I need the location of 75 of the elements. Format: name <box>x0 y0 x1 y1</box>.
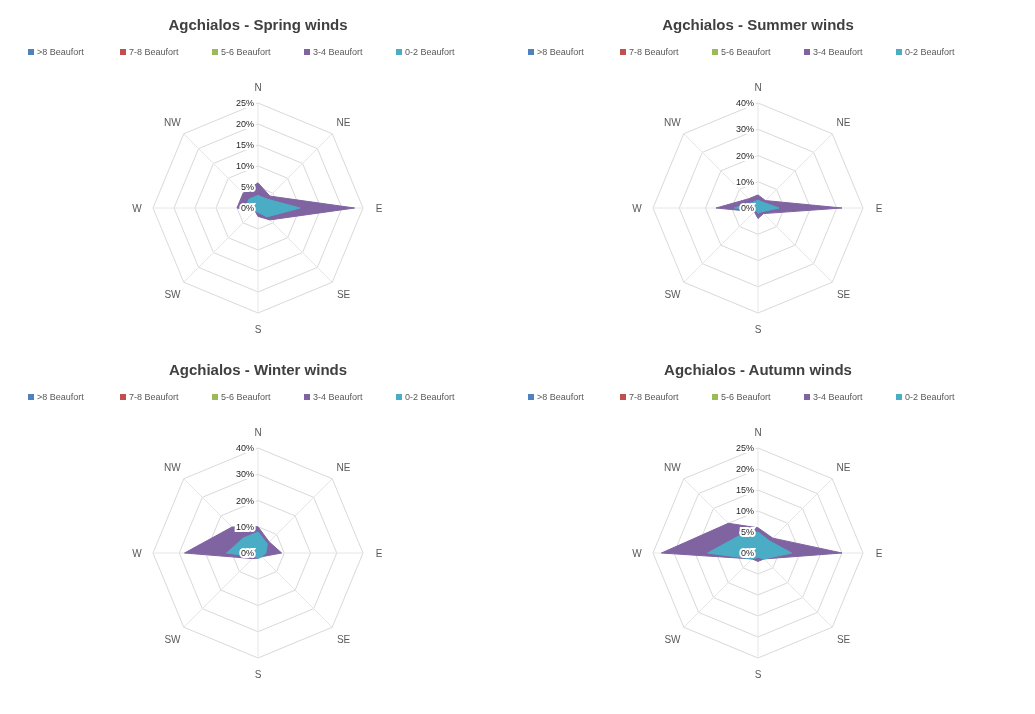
spoke-label: S <box>254 324 262 335</box>
spoke-label: S <box>754 669 762 680</box>
spoke-label: SE <box>836 288 851 300</box>
legend-label: 0-2 Beaufort <box>405 47 456 57</box>
legend-label: >8 Beaufort <box>537 47 585 57</box>
y-tick-label: 40% <box>235 443 254 453</box>
spoke-label: SW <box>164 288 182 300</box>
spoke-label: N <box>254 427 262 438</box>
spoke-label: NE <box>336 117 351 129</box>
y-tick-label: 25% <box>735 443 754 453</box>
chart-title: Agchialos - Winter winds <box>168 361 348 378</box>
y-tick-label: 15% <box>235 140 254 150</box>
legend-label: 7-8 Beaufort <box>129 392 180 402</box>
y-tick-label: 40% <box>735 98 754 108</box>
legend-label: >8 Beaufort <box>537 392 585 402</box>
legend-label: >8 Beaufort <box>37 392 85 402</box>
legend-label: 5-6 Beaufort <box>721 392 772 402</box>
spoke-label: SE <box>336 633 351 645</box>
legend-label: 0-2 Beaufort <box>905 392 956 402</box>
legend-label: 3-4 Beaufort <box>313 47 364 57</box>
spoke-label: NE <box>836 462 851 474</box>
spoke-label: W <box>632 548 643 559</box>
spoke-label: E <box>375 203 383 214</box>
spoke-label: W <box>132 203 143 214</box>
legend-label: 3-4 Beaufort <box>813 47 864 57</box>
spoke-label: NW <box>164 462 182 474</box>
spoke-label: N <box>254 82 262 93</box>
legend-label: 7-8 Beaufort <box>129 47 180 57</box>
spoke-label: NE <box>336 462 351 474</box>
y-tick-label: 0% <box>740 548 754 558</box>
y-tick-label: 0% <box>240 548 254 558</box>
chart-title: Agchialos - Autumn winds <box>664 361 852 378</box>
spoke-label: SE <box>836 633 851 645</box>
y-tick-label: 10% <box>735 506 754 516</box>
y-tick-label: 30% <box>235 469 254 480</box>
spoke-label: SE <box>336 288 351 300</box>
spoke-label: SW <box>664 633 682 645</box>
spoke-label: E <box>875 548 883 559</box>
chart-title: Agchialos - Summer winds <box>662 16 854 33</box>
spoke-label: N <box>754 427 762 438</box>
spoke-label: E <box>875 203 883 214</box>
legend-label: 7-8 Beaufort <box>629 392 680 402</box>
spoke-label: W <box>132 548 143 559</box>
spoke-label: E <box>375 548 383 559</box>
y-tick-label: 20% <box>735 464 754 474</box>
y-tick-label: 25% <box>235 98 254 108</box>
y-tick-label: 5% <box>240 182 254 192</box>
legend-label: 5-6 Beaufort <box>721 47 772 57</box>
spoke-label: NW <box>664 462 682 474</box>
spoke-label: NE <box>836 117 851 129</box>
spoke-label: SW <box>664 288 682 300</box>
spoke-label: SW <box>164 633 182 645</box>
legend-label: 5-6 Beaufort <box>221 392 272 402</box>
spoke-label: NW <box>664 117 682 129</box>
legend-label: >8 Beaufort <box>37 47 85 57</box>
legend-label: 0-2 Beaufort <box>905 47 956 57</box>
spoke-label: S <box>254 669 262 680</box>
legend-label: 7-8 Beaufort <box>629 47 680 57</box>
spoke-label: W <box>632 203 643 214</box>
y-tick-label: 10% <box>735 176 754 187</box>
y-tick-label: 20% <box>235 495 254 506</box>
y-tick-label: 10% <box>235 161 254 171</box>
chart-title: Agchialos - Spring winds <box>168 16 348 33</box>
y-tick-label: 30% <box>735 124 754 135</box>
legend-label: 3-4 Beaufort <box>813 392 864 402</box>
spoke-label: NW <box>164 117 182 129</box>
legend-label: 3-4 Beaufort <box>313 392 364 402</box>
y-tick-label: 15% <box>735 485 754 495</box>
legend-label: 0-2 Beaufort <box>405 392 456 402</box>
spoke-label: N <box>754 82 762 93</box>
y-tick-label: 0% <box>740 203 754 213</box>
spoke-label: S <box>754 324 762 335</box>
y-tick-label: 20% <box>735 150 754 161</box>
y-tick-label: 20% <box>235 119 254 129</box>
legend-label: 5-6 Beaufort <box>221 47 272 57</box>
